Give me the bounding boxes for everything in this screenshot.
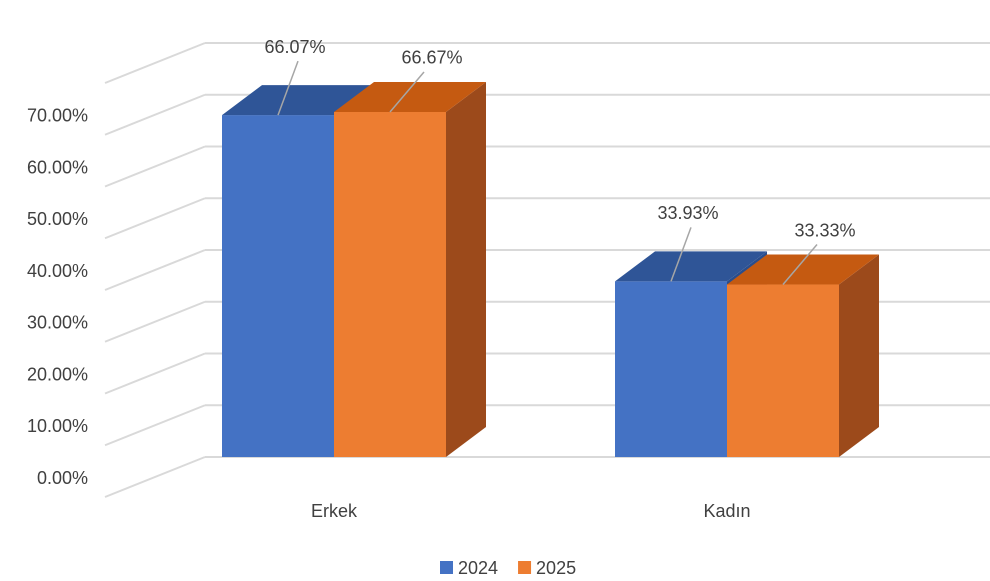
y-tick-label: 10.00% [27, 416, 88, 436]
bar [334, 111, 446, 457]
data-label: 66.67% [401, 48, 462, 68]
y-tick-label: 30.00% [27, 313, 88, 333]
y-tick-label: 0.00% [37, 468, 88, 488]
y-tick-label: 40.00% [27, 261, 88, 281]
bar-side [446, 81, 486, 457]
leader-line [389, 71, 425, 113]
grid-line [104, 300, 206, 343]
y-tick-label: 70.00% [27, 106, 88, 126]
data-label: 33.93% [657, 203, 718, 223]
bar-top [615, 251, 767, 282]
bar-top [222, 85, 374, 116]
grid-line [104, 93, 206, 136]
bar [615, 281, 727, 457]
grid-line [104, 249, 206, 291]
wall-edge [104, 42, 206, 84]
data-label: 66.07% [264, 37, 325, 57]
grid-line [104, 145, 206, 188]
bar-side [839, 254, 879, 457]
bar-top [727, 254, 879, 285]
y-tick-label: 60.00% [27, 157, 88, 177]
grid-line [104, 352, 206, 395]
data-label: 33.33% [794, 220, 855, 240]
x-tick-label: Kadın [703, 501, 750, 521]
bar [727, 284, 839, 457]
x-tick-label: Erkek [311, 501, 358, 521]
leader-line [670, 227, 692, 282]
grid-line [104, 404, 206, 447]
legend-swatch [518, 561, 532, 574]
bar [222, 115, 334, 457]
grid-line [104, 197, 206, 240]
y-tick-label: 20.00% [27, 364, 88, 384]
grid-line [104, 456, 206, 498]
legend-label: 2024 [458, 558, 498, 578]
y-tick-label: 50.00% [27, 209, 88, 229]
leader-line [782, 244, 818, 286]
legend-label: 2025 [536, 558, 576, 578]
legend-swatch [440, 561, 453, 574]
bar-top [334, 81, 486, 112]
leader-line [277, 60, 299, 116]
